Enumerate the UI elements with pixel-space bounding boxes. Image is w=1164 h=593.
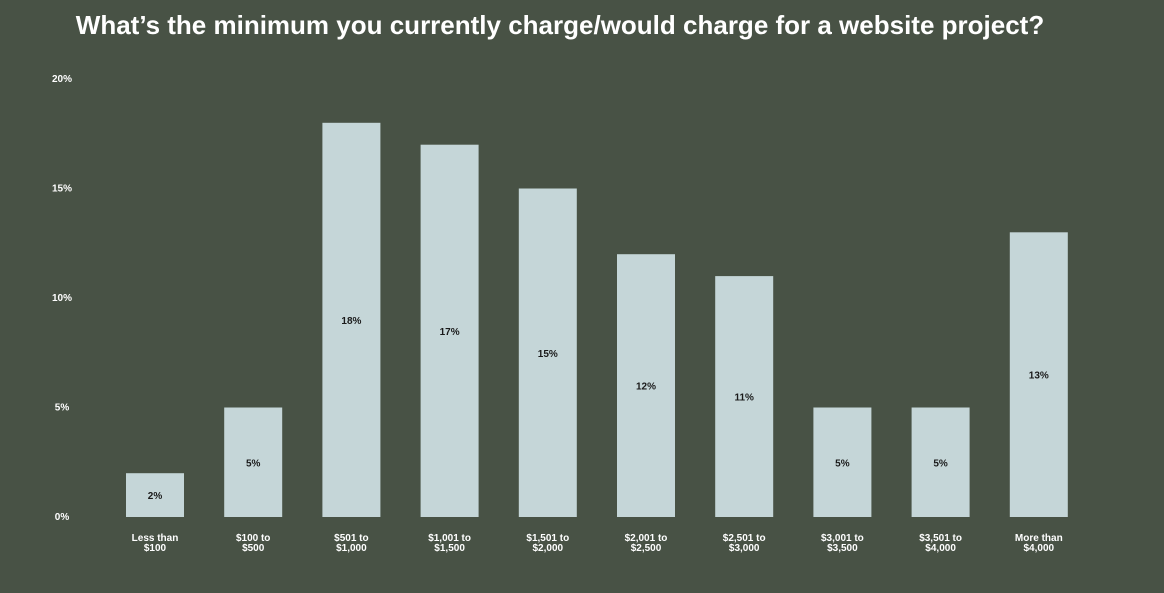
data-label: 5% [835, 458, 850, 469]
data-label: 2% [148, 491, 163, 502]
y-axis: 0% 5% 10% 15% 20% [52, 74, 72, 523]
y-tick-label: 0% [55, 512, 70, 523]
x-tick-label: $501 to $1,000 [334, 533, 368, 554]
x-tick-label: $3,501 to $4,000 [919, 533, 962, 554]
bar [322, 122, 381, 518]
y-tick-label: 5% [55, 403, 70, 414]
data-label: 5% [933, 458, 948, 469]
y-tick-label: 20% [52, 74, 72, 85]
bars: 2% 5% 18% 17% 15% 12% 11% 5% 5% 13% [126, 122, 1068, 518]
x-tick-label: Less than $100 [132, 533, 179, 554]
chart-title: What’s the minimum you currently charge/… [76, 10, 1044, 40]
bar [617, 254, 675, 517]
data-label: 5% [246, 458, 261, 469]
x-tick-label: $2,001 to $2,500 [625, 533, 668, 554]
bar [715, 276, 774, 517]
x-tick-label: $100 to $500 [236, 533, 270, 554]
bar [518, 188, 577, 517]
data-label: 11% [734, 393, 754, 404]
x-tick-label: $1,501 to $2,000 [526, 533, 569, 554]
bar [126, 473, 184, 517]
data-label: 17% [440, 327, 460, 338]
data-label: 12% [636, 382, 656, 393]
x-tick-label: $3,001 to $3,500 [821, 533, 864, 554]
data-label: 18% [341, 316, 361, 327]
y-tick-label: 15% [52, 184, 72, 195]
bar [911, 407, 970, 517]
data-label: 15% [538, 349, 558, 360]
x-tick-label: $2,501 to $3,000 [723, 533, 766, 554]
x-tick-label: More than $4,000 [1015, 533, 1063, 554]
bar [420, 144, 479, 517]
x-tick-label: $1,001 to $1,500 [428, 533, 471, 554]
bar [224, 407, 283, 517]
bar [1009, 232, 1068, 518]
x-axis: Less than $100 $100 to $500 $501 to $1,000 $1,… [132, 533, 1063, 554]
bar [813, 407, 872, 517]
y-tick-label: 10% [52, 293, 72, 304]
data-label: 13% [1029, 371, 1049, 382]
